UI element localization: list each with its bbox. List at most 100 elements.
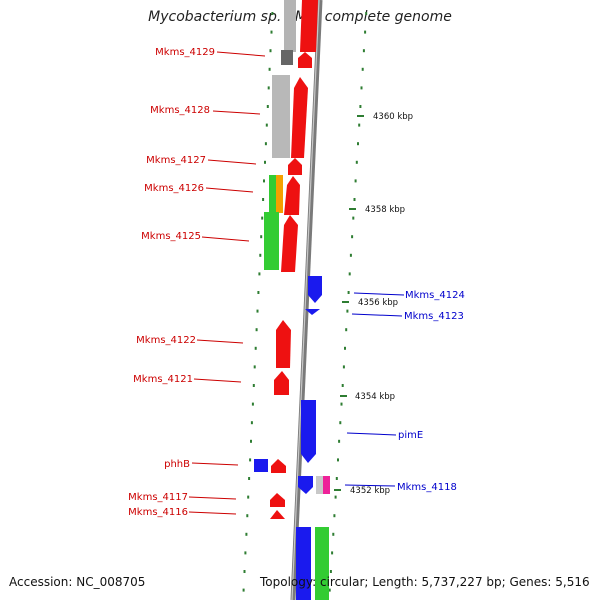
tick-dot xyxy=(250,421,253,425)
tick-dot xyxy=(365,12,368,15)
tick-dot xyxy=(244,551,247,555)
tick-dot xyxy=(328,588,331,592)
gene-label: Mkms_4116 xyxy=(128,507,188,518)
scale-label: 4360 kbp xyxy=(373,112,413,122)
gene-label: Mkms_4129 xyxy=(155,47,215,58)
tick-dot xyxy=(346,309,349,313)
gene-label: Mkms_4121 xyxy=(133,374,193,385)
tick-dot xyxy=(353,198,356,201)
feature-lightgray-4118 xyxy=(316,476,323,494)
map-title: Mycobacterium sp. KMS, complete genome xyxy=(148,9,452,25)
leader-line xyxy=(212,110,261,115)
feature-red-4125 xyxy=(281,215,298,272)
gene-label: Mkms_4126 xyxy=(144,183,204,194)
leader-line xyxy=(353,292,405,296)
tick-dot xyxy=(264,160,266,164)
tick-dot xyxy=(250,439,252,443)
gene-label: Mkms_4124 xyxy=(405,290,465,301)
feature-red-4116 xyxy=(270,510,285,519)
tick-dot xyxy=(349,253,352,257)
tick-dot xyxy=(261,216,264,220)
leader-line xyxy=(201,236,250,242)
tick-dot xyxy=(255,328,258,332)
tick-dot xyxy=(243,570,246,573)
tick-dot xyxy=(254,346,257,350)
leader-line xyxy=(216,51,266,57)
tick-dot xyxy=(270,30,273,34)
forward-features xyxy=(270,0,318,519)
tick-dot xyxy=(265,123,268,127)
tick-dot xyxy=(263,179,265,183)
genome-summary-text: Topology: circular; Length: 5,737,227 bp… xyxy=(260,575,590,589)
feature-blue-bottom xyxy=(296,527,311,600)
tick-dot xyxy=(262,198,265,201)
tick-dot xyxy=(248,477,251,480)
leader-line xyxy=(346,432,397,436)
scale-label: 4358 kbp xyxy=(365,205,405,215)
scale: 4360 kbp 4358 kbp 4356 kbp 4354 kbp 4352… xyxy=(334,112,413,496)
feature-red-4128 xyxy=(291,77,308,158)
feature-green-bottom xyxy=(315,527,329,600)
feature-red-4127 xyxy=(288,158,302,175)
leader-line xyxy=(351,313,403,317)
gene-label: Mkms_4128 xyxy=(150,105,210,116)
tick-dot xyxy=(341,384,344,387)
tick-dot xyxy=(334,495,337,499)
tick-dot xyxy=(260,235,263,239)
tick-dot xyxy=(256,309,259,313)
feature-green-4125 xyxy=(264,212,279,270)
tick-dot xyxy=(332,532,335,536)
gene-label: Mkms_4127 xyxy=(146,155,206,166)
tick-dot xyxy=(340,402,343,406)
tick-dot xyxy=(258,272,261,276)
tick-dot xyxy=(266,105,269,108)
feature-red-phhB xyxy=(271,459,286,473)
feature-red-top xyxy=(300,0,318,52)
tick-dot xyxy=(361,67,364,71)
tick-dot xyxy=(338,439,341,443)
tick-dot xyxy=(253,365,256,369)
scale-label: 4356 kbp xyxy=(358,298,398,308)
tick-dot xyxy=(245,532,248,536)
tick-dot xyxy=(264,142,267,146)
tick-dot xyxy=(242,588,245,592)
tick-dot xyxy=(348,272,351,276)
tick-dot xyxy=(339,421,342,425)
feature-green-4126 xyxy=(269,175,277,213)
leader-line xyxy=(188,511,237,515)
tick-dot xyxy=(364,30,367,34)
gene-label: pimE xyxy=(398,430,423,441)
tick-dot xyxy=(331,551,334,555)
feature-red-4122 xyxy=(276,320,291,368)
tick-dot xyxy=(358,123,361,127)
right-gene-labels: Mkms_4124 Mkms_4123 pimE Mkms_4118 xyxy=(344,290,465,493)
tick-dot xyxy=(347,291,350,294)
tick-dot xyxy=(247,495,250,499)
inner-tick-dots xyxy=(242,12,274,592)
tick-dot xyxy=(337,458,339,462)
tick-dot xyxy=(329,570,332,573)
left-gene-labels: Mkms_4129 Mkms_4128 Mkms_4127 Mkms_4126 … xyxy=(128,47,266,518)
scale-label: 4352 kbp xyxy=(350,486,390,496)
tick-dot xyxy=(351,235,354,239)
tick-dot xyxy=(251,402,254,406)
reverse-features xyxy=(296,276,330,600)
genome-backbone-highlight xyxy=(291,0,320,600)
gene-label: Mkms_4123 xyxy=(404,311,464,322)
tick-dot xyxy=(355,160,358,164)
tick-dot xyxy=(352,216,355,220)
genome-backbone xyxy=(290,0,323,600)
feature-red-4121 xyxy=(274,371,289,395)
outer-tick-dots xyxy=(328,12,368,592)
tick-dot xyxy=(359,105,362,108)
tick-dot xyxy=(269,49,272,53)
feature-orange-4126 xyxy=(276,175,283,213)
feature-red-4129 xyxy=(298,52,312,68)
gene-label: Mkms_4125 xyxy=(141,231,201,242)
outer-features xyxy=(254,0,296,472)
tick-dot xyxy=(333,514,336,518)
leader-line xyxy=(188,496,237,500)
tick-dot xyxy=(342,365,345,369)
tick-dot xyxy=(267,86,270,90)
